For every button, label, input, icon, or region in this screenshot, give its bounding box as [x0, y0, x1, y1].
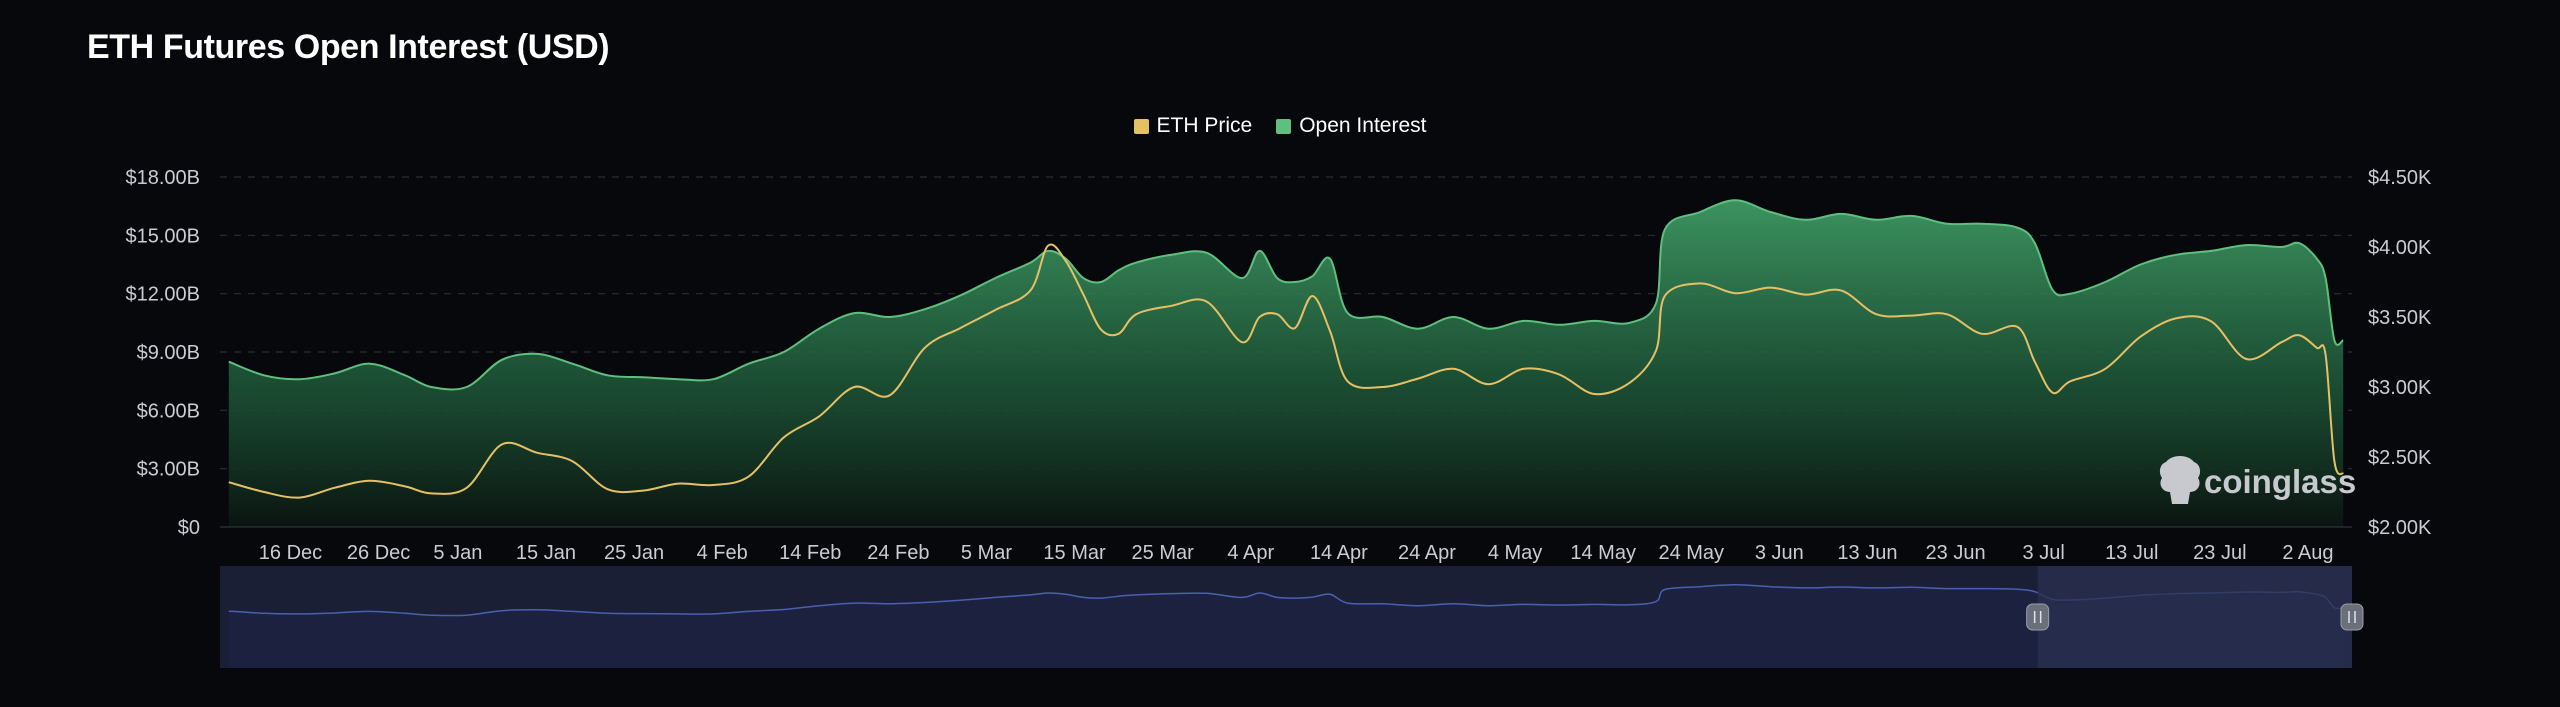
- x-tick-label: 15 Mar: [1043, 542, 1106, 564]
- legend-swatch-open-interest: [1276, 118, 1292, 134]
- x-tick-label: 3 Jul: [2023, 542, 2065, 564]
- x-tick-label: 24 Apr: [1398, 542, 1456, 564]
- x-tick-label: 23 Jul: [2193, 542, 2246, 564]
- y-left-tick-label: $18.00B: [125, 167, 200, 189]
- y-left-tick-label: $15.00B: [125, 225, 200, 247]
- x-tick-label: 13 Jun: [1837, 542, 1897, 564]
- watermark-label: coinglass: [2204, 463, 2356, 500]
- legend-swatch-eth-price: [1133, 118, 1149, 134]
- y-left-tick-label: $12.00B: [125, 284, 200, 306]
- x-tick-label: 14 Apr: [1310, 542, 1368, 564]
- legend-item-open-interest[interactable]: Open Interest: [1276, 114, 1426, 138]
- x-tick-label: 4 Apr: [1227, 542, 1274, 564]
- chart-legend: ETH Price Open Interest: [0, 114, 2560, 138]
- x-tick-label: 5 Jan: [433, 542, 482, 564]
- eth-price-line: [228, 243, 2345, 499]
- x-tick-label: 24 Feb: [867, 542, 929, 564]
- x-tick-label: 15 Jan: [516, 542, 576, 564]
- x-tick-label: 14 May: [1570, 542, 1636, 564]
- y-left-tick-label: $3.00B: [137, 459, 200, 481]
- y-left-tick-label: $9.00B: [137, 342, 200, 364]
- y-right-tick-label: $3.50K: [2368, 307, 2432, 329]
- y-left-tick-label: $6.00B: [137, 400, 200, 422]
- legend-item-eth-price[interactable]: ETH Price: [1133, 114, 1253, 138]
- y-right-tick-label: $4.00K: [2368, 237, 2432, 259]
- x-tick-label: 26 Dec: [347, 542, 410, 564]
- y-right-tick-label: $4.50K: [2368, 167, 2432, 189]
- range-navigator[interactable]: [220, 566, 2364, 668]
- x-tick-label: 4 May: [1488, 542, 1542, 564]
- x-tick-label: 14 Feb: [779, 542, 841, 564]
- plot-area: [228, 199, 2345, 528]
- watermark: coinglass: [2159, 456, 2356, 504]
- navigator-area: [228, 584, 2344, 668]
- navigator-handle-right[interactable]: [2340, 603, 2364, 631]
- x-tick-label: 25 Jan: [604, 542, 664, 564]
- navigator-handle-left[interactable]: [2026, 603, 2050, 631]
- x-tick-label: 16 Dec: [259, 542, 322, 564]
- y-right-tick-label: $3.00K: [2368, 377, 2432, 399]
- x-tick-label: 5 Mar: [961, 542, 1012, 564]
- y-right-tick-label: $2.00K: [2368, 517, 2432, 539]
- x-tick-label: 4 Feb: [697, 542, 748, 564]
- y-left-tick-label: $0: [178, 517, 200, 539]
- open-interest-line: [228, 199, 2344, 391]
- legend-label-eth-price: ETH Price: [1156, 114, 1253, 137]
- y-right-tick-label: $2.50K: [2368, 447, 2432, 469]
- x-tick-label: 3 Jun: [1755, 542, 1804, 564]
- x-tick-label: 23 Jun: [1926, 542, 1986, 564]
- x-tick-label: 13 Jul: [2105, 542, 2158, 564]
- open-interest-area: [228, 200, 2344, 528]
- legend-label-open-interest: Open Interest: [1299, 114, 1427, 137]
- x-tick-label: 2 Aug: [2282, 542, 2333, 564]
- x-tick-label: 25 Mar: [1132, 542, 1195, 564]
- axes: $0 $3.00B $6.00B $9.00B $12.00B $15.00B $18.00…: [125, 167, 2432, 564]
- coinglass-logo-icon: [2159, 456, 2201, 504]
- navigator-selection[interactable]: [2037, 566, 2352, 668]
- x-tick-label: 24 May: [1658, 542, 1724, 564]
- chart-title: ETH Futures Open Interest (USD): [87, 28, 610, 66]
